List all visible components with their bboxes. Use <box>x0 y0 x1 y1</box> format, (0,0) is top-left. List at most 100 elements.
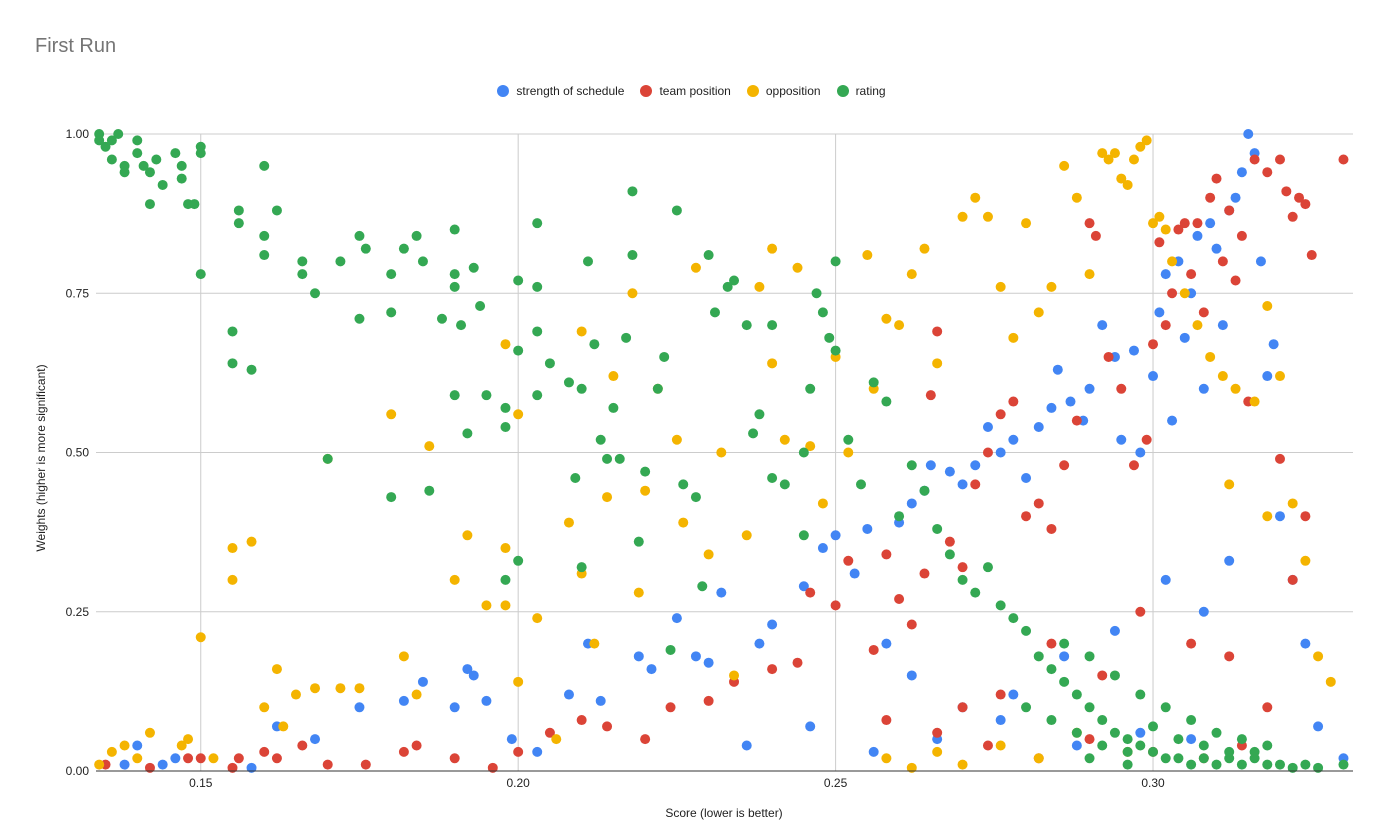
point-opposition <box>513 676 524 687</box>
point-rating <box>106 154 117 165</box>
point-rating <box>271 205 282 216</box>
point-strength-of-schedule <box>1065 396 1076 407</box>
point-opposition <box>589 638 600 649</box>
point-team-position <box>881 549 892 560</box>
point-team-position <box>259 746 270 757</box>
point-rating <box>227 358 238 369</box>
point-rating <box>354 313 365 324</box>
point-strength-of-schedule <box>157 759 168 770</box>
point-opposition <box>906 762 917 773</box>
point-rating <box>1097 715 1108 726</box>
point-rating <box>544 358 555 369</box>
point-team-position <box>995 689 1006 700</box>
point-rating <box>627 186 638 197</box>
point-opposition <box>881 313 892 324</box>
point-team-position <box>1294 192 1305 203</box>
point-team-position <box>1084 734 1095 745</box>
point-opposition <box>1262 300 1273 311</box>
chart-title: First Run <box>35 35 117 57</box>
point-rating <box>157 179 168 190</box>
point-rating <box>468 262 479 273</box>
point-team-position <box>544 727 555 738</box>
point-rating <box>500 422 511 433</box>
point-strength-of-schedule <box>646 664 657 675</box>
legend-item-rating[interactable]: rating <box>836 84 886 98</box>
point-strength-of-schedule <box>1313 721 1324 732</box>
point-rating <box>1262 759 1273 770</box>
point-opposition <box>894 320 905 331</box>
point-team-position <box>1148 339 1159 350</box>
point-opposition <box>106 746 117 757</box>
legend-item-strength-of-schedule[interactable]: strength of schedule <box>497 84 624 98</box>
point-opposition <box>1128 154 1139 165</box>
point-team-position <box>1173 224 1184 235</box>
point-opposition <box>290 689 301 700</box>
point-rating <box>417 256 428 267</box>
legend-item-opposition[interactable]: opposition <box>746 84 821 98</box>
point-rating <box>665 644 676 655</box>
point-rating <box>779 479 790 490</box>
point-strength-of-schedule <box>767 619 778 630</box>
point-strength-of-schedule <box>830 530 841 541</box>
point-opposition <box>957 759 968 770</box>
point-rating <box>627 250 638 261</box>
point-strength-of-schedule <box>132 740 143 751</box>
point-rating <box>1236 734 1247 745</box>
point-team-position <box>868 644 879 655</box>
point-rating <box>1021 702 1032 713</box>
point-strength-of-schedule <box>1046 402 1057 413</box>
point-team-position <box>1230 275 1241 286</box>
point-rating <box>1274 759 1285 770</box>
point-opposition <box>767 243 778 254</box>
point-team-position <box>1071 415 1082 426</box>
point-opposition <box>176 740 187 751</box>
point-team-position <box>906 619 917 630</box>
point-team-position <box>1300 511 1311 522</box>
point-team-position <box>360 759 371 770</box>
point-team-position <box>233 753 244 764</box>
point-strength-of-schedule <box>468 670 479 681</box>
point-rating <box>709 307 720 318</box>
point-strength-of-schedule <box>1059 651 1070 662</box>
point-rating <box>817 307 828 318</box>
point-opposition <box>1230 383 1241 394</box>
point-team-position <box>703 695 714 706</box>
point-opposition <box>354 683 365 694</box>
y-tick-label: 0.00 <box>66 764 90 778</box>
point-opposition <box>1300 555 1311 566</box>
point-rating <box>1338 759 1349 770</box>
point-rating <box>589 339 600 350</box>
point-team-position <box>805 587 816 598</box>
point-opposition <box>1033 307 1044 318</box>
x-tick-label: 0.20 <box>506 776 530 790</box>
data-points <box>94 129 1349 773</box>
point-team-position <box>1084 218 1095 229</box>
point-strength-of-schedule <box>970 460 981 471</box>
point-strength-of-schedule <box>481 695 492 706</box>
point-opposition <box>1179 288 1190 299</box>
point-strength-of-schedule <box>1198 383 1209 394</box>
point-rating <box>881 396 892 407</box>
point-rating <box>1186 759 1197 770</box>
point-rating <box>449 281 460 292</box>
point-strength-of-schedule <box>398 695 409 706</box>
point-strength-of-schedule <box>1274 511 1285 522</box>
point-team-position <box>843 555 854 566</box>
point-strength-of-schedule <box>1230 192 1241 203</box>
point-opposition <box>919 243 930 254</box>
point-rating <box>532 390 543 401</box>
legend-item-team-position[interactable]: team position <box>640 84 731 98</box>
point-rating <box>246 364 257 375</box>
point-team-position <box>1059 460 1070 471</box>
point-team-position <box>322 759 333 770</box>
legend-label-team-position: team position <box>659 84 731 98</box>
point-rating <box>621 332 632 343</box>
point-rating <box>1186 715 1197 726</box>
point-opposition <box>678 517 689 528</box>
point-opposition <box>386 409 397 420</box>
point-rating <box>906 460 917 471</box>
point-team-position <box>271 753 282 764</box>
point-rating <box>1198 753 1209 764</box>
point-rating <box>449 269 460 280</box>
point-strength-of-schedule <box>690 651 701 662</box>
